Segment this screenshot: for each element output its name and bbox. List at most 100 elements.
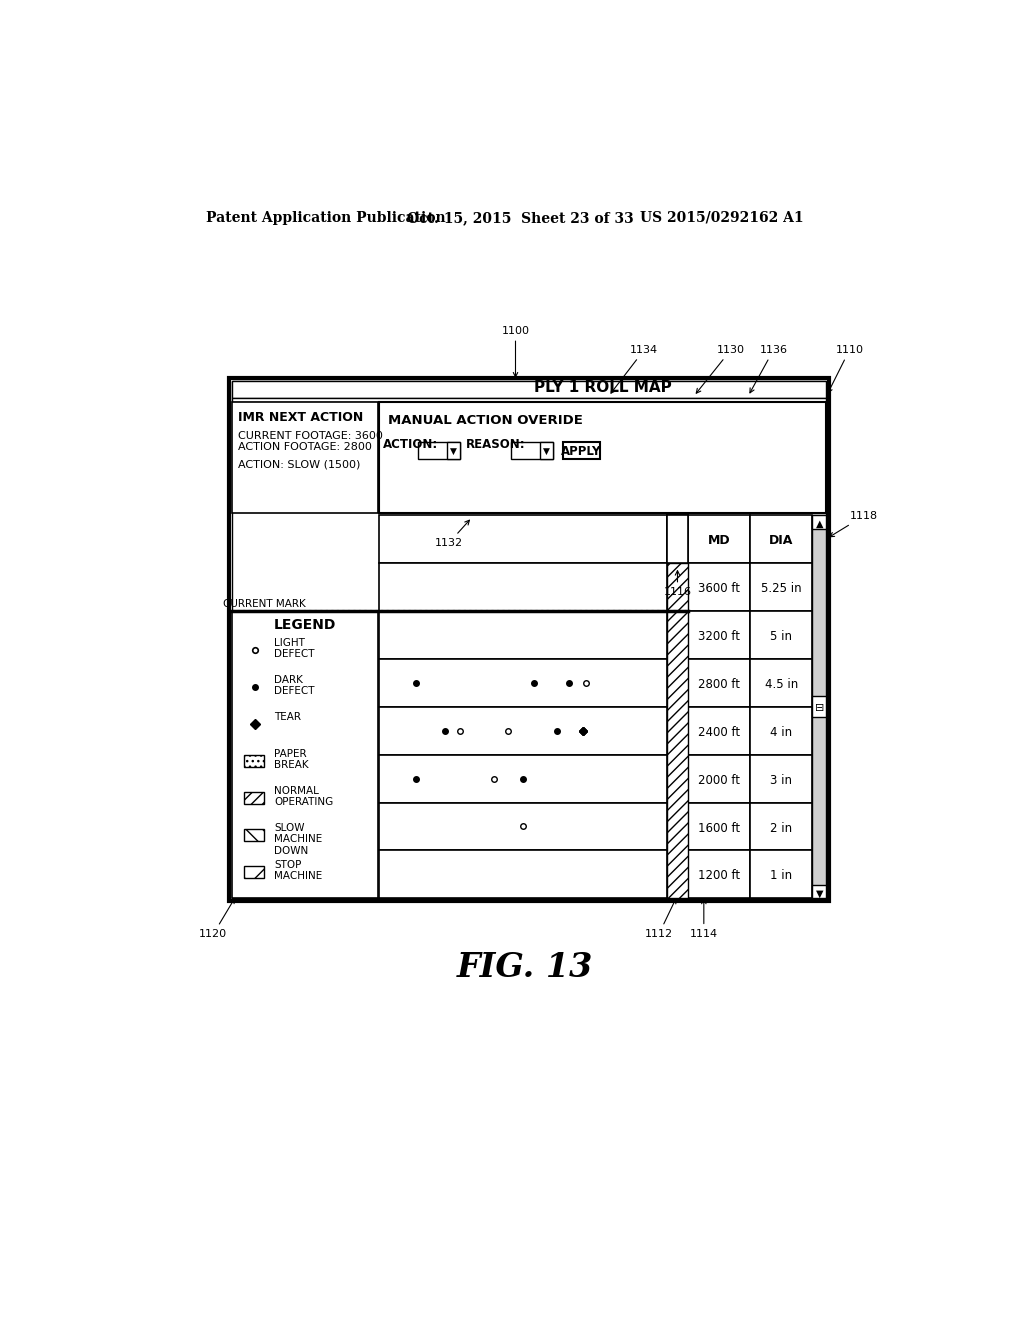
Text: 4.5 in: 4.5 in xyxy=(765,677,798,690)
Bar xyxy=(812,884,826,899)
Bar xyxy=(379,706,667,755)
Bar xyxy=(379,562,667,611)
Text: 1200 ft: 1200 ft xyxy=(698,870,740,883)
Bar xyxy=(231,381,826,899)
Bar xyxy=(688,659,751,706)
Bar xyxy=(688,755,751,803)
Bar xyxy=(379,611,667,659)
Bar xyxy=(812,696,826,718)
Bar xyxy=(688,515,751,562)
Text: APPLY: APPLY xyxy=(561,445,601,458)
Bar xyxy=(379,803,667,850)
Bar xyxy=(688,706,751,755)
Text: 1116: 1116 xyxy=(664,570,691,598)
Bar xyxy=(231,397,826,401)
Bar xyxy=(751,755,812,803)
Bar xyxy=(688,611,751,659)
Text: 1130: 1130 xyxy=(696,345,745,393)
Text: CURRENT MARK: CURRENT MARK xyxy=(223,599,305,610)
Text: 1100: 1100 xyxy=(502,326,529,378)
Text: US 2015/0292162 A1: US 2015/0292162 A1 xyxy=(640,211,803,224)
Text: 3600 ft: 3600 ft xyxy=(698,582,740,595)
Bar xyxy=(751,706,812,755)
Bar xyxy=(667,562,688,899)
Bar xyxy=(379,850,667,899)
Text: 1112: 1112 xyxy=(645,899,676,939)
Bar xyxy=(245,792,264,804)
Text: FIG. 13: FIG. 13 xyxy=(457,952,593,985)
Text: ACTION:: ACTION: xyxy=(383,438,438,451)
Text: 2800 ft: 2800 ft xyxy=(698,677,740,690)
Bar xyxy=(231,401,378,513)
Text: 1136: 1136 xyxy=(750,345,787,393)
Text: DARK
DEFECT: DARK DEFECT xyxy=(274,675,315,697)
Text: 1110: 1110 xyxy=(828,345,863,393)
Text: 4 in: 4 in xyxy=(770,726,793,739)
Text: CURRENT FOOTAGE: 3600: CURRENT FOOTAGE: 3600 xyxy=(238,430,383,441)
Text: ▼: ▼ xyxy=(543,447,550,457)
Text: ⊟: ⊟ xyxy=(815,704,824,713)
Bar xyxy=(688,562,751,611)
Bar xyxy=(379,659,667,706)
Text: 1132: 1132 xyxy=(435,520,469,548)
Text: MANUAL ACTION OVERIDE: MANUAL ACTION OVERIDE xyxy=(388,414,584,428)
Bar xyxy=(812,515,826,529)
Text: 1118: 1118 xyxy=(829,511,878,537)
Text: Patent Application Publication: Patent Application Publication xyxy=(206,211,445,224)
Bar xyxy=(812,515,826,899)
Text: 3 in: 3 in xyxy=(770,774,793,787)
Text: MD: MD xyxy=(708,533,731,546)
Text: PLY 1 ROLL MAP: PLY 1 ROLL MAP xyxy=(534,380,672,396)
Text: 1134: 1134 xyxy=(611,345,658,393)
Text: ▼: ▼ xyxy=(451,447,457,457)
Text: IMR NEXT ACTION: IMR NEXT ACTION xyxy=(238,411,364,424)
Bar xyxy=(418,442,461,459)
Text: DIA: DIA xyxy=(769,533,794,546)
Bar xyxy=(379,755,667,803)
Bar xyxy=(688,803,751,850)
Text: 2000 ft: 2000 ft xyxy=(698,774,740,787)
Text: 3200 ft: 3200 ft xyxy=(698,630,740,643)
Text: ▼: ▼ xyxy=(815,888,823,899)
Text: TEAR: TEAR xyxy=(274,711,301,722)
Text: ▲: ▲ xyxy=(815,519,823,529)
Text: ACTION: SLOW (1500): ACTION: SLOW (1500) xyxy=(238,459,360,470)
Bar xyxy=(751,515,812,562)
Bar xyxy=(245,866,264,879)
Text: LIGHT
DEFECT: LIGHT DEFECT xyxy=(274,638,315,659)
Bar xyxy=(563,442,600,459)
Bar xyxy=(379,401,826,513)
Text: 1120: 1120 xyxy=(200,899,234,939)
Text: 1 in: 1 in xyxy=(770,870,793,883)
Text: STOP
MACHINE: STOP MACHINE xyxy=(274,859,323,882)
Text: NORMAL
OPERATING: NORMAL OPERATING xyxy=(274,785,334,808)
Text: 1600 ft: 1600 ft xyxy=(698,821,740,834)
Text: 2 in: 2 in xyxy=(770,821,793,834)
Bar xyxy=(667,515,688,562)
Bar xyxy=(231,612,378,899)
Bar xyxy=(751,850,812,899)
Bar xyxy=(511,442,554,459)
Text: SLOW
MACHINE
DOWN: SLOW MACHINE DOWN xyxy=(274,822,323,855)
Bar xyxy=(751,562,812,611)
Text: LEGEND: LEGEND xyxy=(273,618,336,632)
Bar xyxy=(446,442,461,459)
Bar xyxy=(751,659,812,706)
Text: PAPER
BREAK: PAPER BREAK xyxy=(274,748,309,771)
Bar xyxy=(751,611,812,659)
Text: 1114: 1114 xyxy=(690,899,718,939)
Bar xyxy=(667,515,688,562)
Bar xyxy=(231,381,826,397)
Bar xyxy=(245,829,264,841)
Text: 5 in: 5 in xyxy=(770,630,793,643)
Bar xyxy=(228,378,829,902)
Bar xyxy=(540,442,554,459)
Text: Oct. 15, 2015  Sheet 23 of 33: Oct. 15, 2015 Sheet 23 of 33 xyxy=(407,211,634,224)
Text: REASON:: REASON: xyxy=(466,438,525,451)
Bar xyxy=(379,515,667,562)
Bar xyxy=(245,755,264,767)
Bar xyxy=(751,803,812,850)
Text: 2400 ft: 2400 ft xyxy=(698,726,740,739)
Text: ACTION FOOTAGE: 2800: ACTION FOOTAGE: 2800 xyxy=(238,442,372,451)
Text: 5.25 in: 5.25 in xyxy=(761,582,802,595)
